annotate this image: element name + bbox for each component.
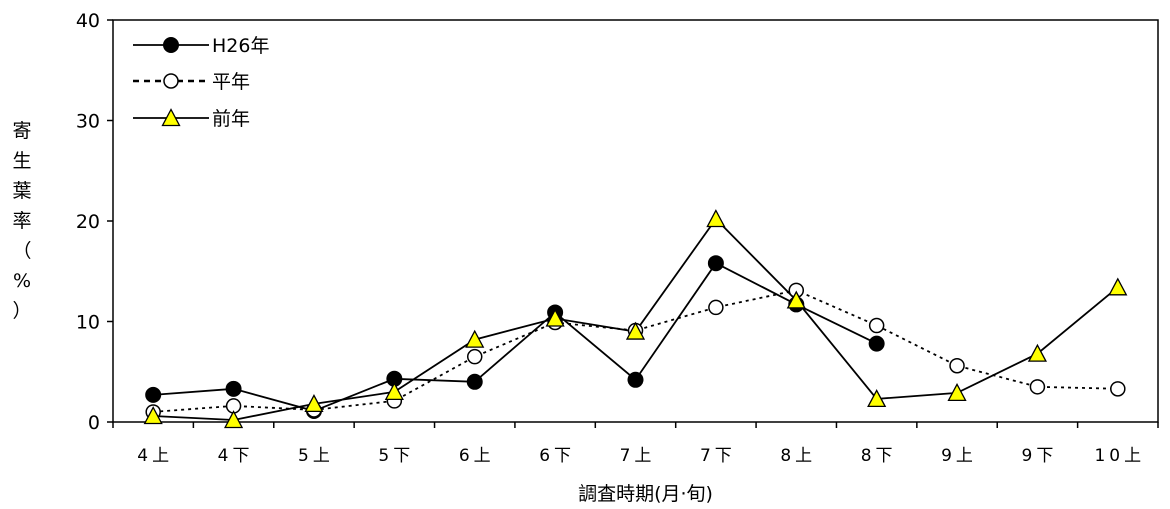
series-line-group — [153, 262, 878, 412]
point-legend-0 — [163, 37, 179, 53]
point-1 — [949, 357, 965, 374]
point-2 — [867, 388, 887, 408]
point-0 — [466, 373, 483, 390]
x-tick-label: 9上 — [941, 446, 977, 466]
point-2 — [625, 321, 646, 340]
x-tick-label: 4上 — [137, 446, 173, 466]
x-tick-label: 5下 — [378, 446, 414, 466]
x-tick-label: 10上 — [1094, 446, 1145, 466]
y-tick-label: 30 — [76, 111, 100, 133]
point-1 — [868, 317, 885, 334]
point-0 — [868, 335, 885, 352]
y-tick-label: 0 — [88, 412, 100, 434]
series-marker-group — [145, 255, 885, 419]
point-1 — [1029, 379, 1046, 395]
point-1 — [466, 348, 483, 365]
x-tick-label: 6下 — [539, 446, 575, 466]
point-2 — [304, 394, 324, 413]
x-tick-label: 5上 — [298, 446, 334, 466]
point-2 — [545, 308, 565, 327]
y-axis-ticks: 0 10 20 30 40 — [76, 10, 113, 434]
x-axis-title: 調査時期(月·旬) — [578, 483, 713, 505]
y-tick-label: 40 — [76, 10, 100, 32]
point-0 — [707, 255, 724, 272]
y-tick-label: 10 — [76, 312, 100, 334]
x-tick-label: 9下 — [1022, 446, 1058, 466]
point-2 — [706, 209, 726, 228]
point-0 — [225, 380, 242, 397]
point-0 — [627, 371, 644, 388]
point-2 — [1108, 277, 1128, 296]
x-tick-label: 7下 — [700, 446, 736, 466]
point-2 — [947, 382, 967, 402]
x-tick-label: 8上 — [780, 446, 816, 466]
series-line-0 — [153, 262, 878, 412]
point-legend-2 — [161, 108, 181, 127]
point-2 — [223, 410, 244, 429]
y-axis-title-char: 寄 — [12, 120, 31, 142]
point-2 — [384, 381, 404, 401]
plot-area-frame — [112, 19, 1159, 423]
y-axis-title-char: ） — [12, 300, 31, 322]
series-marker-group — [143, 209, 1128, 429]
y-axis-title-char: 率 — [12, 210, 31, 232]
legend-label: H26年 — [212, 35, 269, 57]
point-2 — [465, 329, 485, 348]
y-axis-title-char: 葉 — [12, 180, 31, 202]
x-tick-label: 8下 — [861, 446, 897, 466]
legend-label: 平年 — [212, 71, 250, 93]
legend-label: 前年 — [212, 108, 250, 130]
point-0 — [145, 386, 162, 403]
x-tick-label: 6上 — [459, 446, 495, 466]
x-tick-label: 4下 — [218, 446, 254, 466]
y-axis-title-char: 生 — [12, 150, 31, 172]
series-layer — [143, 209, 1128, 429]
point-2 — [143, 406, 163, 425]
x-tick-label: 7上 — [620, 446, 656, 466]
x-axis-ticks: 4上 4下 5上 5下 6上 6下 7上 7下 8上 8下 9上 9下 10上 — [112, 422, 1159, 466]
point-1 — [708, 299, 724, 316]
y-axis-title-char: （ — [12, 240, 31, 262]
point-legend-1 — [163, 73, 179, 89]
y-axis-title-char: % — [13, 270, 31, 292]
y-tick-label: 20 — [76, 211, 100, 233]
point-1 — [1110, 381, 1126, 397]
point-2 — [1027, 343, 1048, 362]
point-2 — [786, 290, 806, 309]
